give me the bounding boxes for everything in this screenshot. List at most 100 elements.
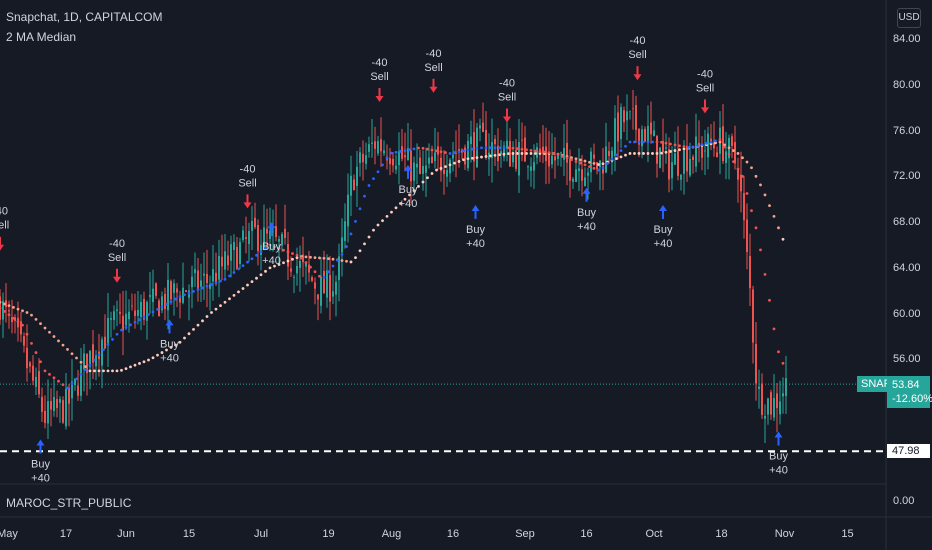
fast-ma-dot xyxy=(358,207,362,211)
fast-ma-dot xyxy=(318,274,321,278)
fast-ma-dot xyxy=(642,140,645,144)
x-tick-label: 15 xyxy=(841,528,854,540)
fast-ma-dot xyxy=(723,145,726,149)
x-tick-label: Jul xyxy=(253,528,269,540)
fast-ma-dot xyxy=(300,256,303,260)
slow-ma-dot xyxy=(723,143,726,147)
fast-ma-dot xyxy=(75,377,78,381)
fast-ma-dot xyxy=(282,248,285,252)
fast-ma-dot xyxy=(718,138,722,142)
buy-arrow-head xyxy=(165,319,174,326)
sell-signal-label: Sell xyxy=(0,220,9,232)
slow-ma-dot xyxy=(592,161,596,165)
buy-signal-label: Buy xyxy=(399,184,418,196)
fast-ma-dot xyxy=(129,323,132,327)
fast-ma-dot xyxy=(111,338,114,341)
fast-ma-dot xyxy=(219,279,222,283)
slow-ma-dot xyxy=(156,353,159,357)
slow-ma-dot xyxy=(223,300,227,304)
buy-arrow-head xyxy=(659,204,667,211)
slow-ma-dot xyxy=(471,156,474,160)
buy-arrow-head xyxy=(774,431,783,438)
fast-ma-dot xyxy=(763,273,767,276)
sell-signal-label: Sell xyxy=(628,49,646,61)
symbol-badge: SNAP xyxy=(857,376,895,392)
slow-ma-dot xyxy=(718,140,722,144)
slow-ma-dot xyxy=(7,304,11,308)
slow-ma-dot xyxy=(340,259,344,262)
fast-ma-dot xyxy=(336,258,339,262)
slow-ma-dot xyxy=(390,210,393,214)
buy-arrow-head xyxy=(404,164,412,171)
slow-ma-dot xyxy=(255,276,258,280)
buy-signal-label: Buy xyxy=(31,459,50,471)
slow-ma-dot xyxy=(192,328,195,331)
fast-ma-dot xyxy=(79,372,83,376)
slow-ma-dot xyxy=(502,152,506,156)
slow-ma-dot xyxy=(237,290,240,294)
fast-ma-dot xyxy=(376,170,380,174)
fast-ma-dot xyxy=(768,298,771,302)
sell-signal-label: Sell xyxy=(108,252,126,264)
currency-button[interactable]: USD xyxy=(897,8,921,28)
fast-ma-dot xyxy=(480,146,483,150)
fast-ma-dot xyxy=(543,150,546,154)
slow-ma-dot xyxy=(309,255,312,259)
fast-ma-dot xyxy=(183,293,186,297)
sell-signal-label: Sell xyxy=(696,82,714,94)
slow-ma-dot xyxy=(187,332,191,336)
sell-signal-label: Sell xyxy=(370,71,388,83)
indicator-pane-label: MAROC_STR_PUBLIC xyxy=(6,496,132,510)
slow-ma-dot xyxy=(372,228,375,232)
slow-ma-dot xyxy=(394,206,398,210)
slow-ma-dot xyxy=(457,160,461,163)
fast-ma-dot xyxy=(309,265,312,269)
slow-ma-dot xyxy=(205,315,209,318)
slow-ma-dot xyxy=(633,152,636,155)
fast-ma-dot xyxy=(286,250,290,254)
fast-ma-dot xyxy=(736,167,740,171)
fast-ma-dot xyxy=(246,260,249,264)
slow-ma-dot xyxy=(286,259,290,263)
fast-ma-dot xyxy=(354,219,357,223)
fast-ma-dot xyxy=(462,149,465,153)
fast-ma-dot xyxy=(741,174,744,178)
slow-ma-dot xyxy=(25,311,29,314)
slow-ma-dot xyxy=(430,172,434,175)
slow-ma-dot xyxy=(435,168,438,172)
slow-ma-dot xyxy=(615,157,618,160)
fast-ma-dot xyxy=(646,140,650,144)
fast-ma-dot xyxy=(579,161,582,165)
fast-ma-dot xyxy=(403,149,407,152)
slow-ma-dot xyxy=(660,151,663,155)
fast-ma-dot xyxy=(588,165,591,169)
slow-ma-dot xyxy=(493,153,497,157)
slow-ma-dot xyxy=(75,356,78,360)
fast-ma-dot xyxy=(574,160,578,163)
slow-ma-dot xyxy=(466,157,470,161)
slow-ma-dot xyxy=(43,326,47,330)
fast-ma-dot xyxy=(52,376,56,380)
slow-ma-dot xyxy=(651,152,654,155)
fast-ma-dot xyxy=(169,300,173,304)
slow-ma-dot xyxy=(367,235,371,239)
fast-ma-dot xyxy=(228,274,231,278)
sell-signal-qty: -40 xyxy=(372,57,388,69)
fast-ma-dot xyxy=(3,309,6,313)
slow-ma-dot xyxy=(178,340,182,344)
fast-ma-dot xyxy=(498,146,501,150)
fast-ma-dot xyxy=(385,156,389,160)
slow-ma-dot xyxy=(102,369,105,373)
slow-ma-dot xyxy=(448,163,452,167)
slow-ma-dot xyxy=(219,304,222,308)
fast-ma-dot xyxy=(633,140,636,144)
slow-ma-dot xyxy=(12,305,15,309)
slow-ma-dot xyxy=(408,193,411,197)
sell-arrow-head xyxy=(429,86,438,93)
slow-ma-dot xyxy=(574,157,578,161)
fast-ma-dot xyxy=(43,369,47,373)
fast-ma-dot xyxy=(381,163,384,167)
fast-ma-dot xyxy=(745,192,749,195)
fast-ma-dot xyxy=(151,310,155,314)
slow-ma-dot xyxy=(498,153,501,157)
